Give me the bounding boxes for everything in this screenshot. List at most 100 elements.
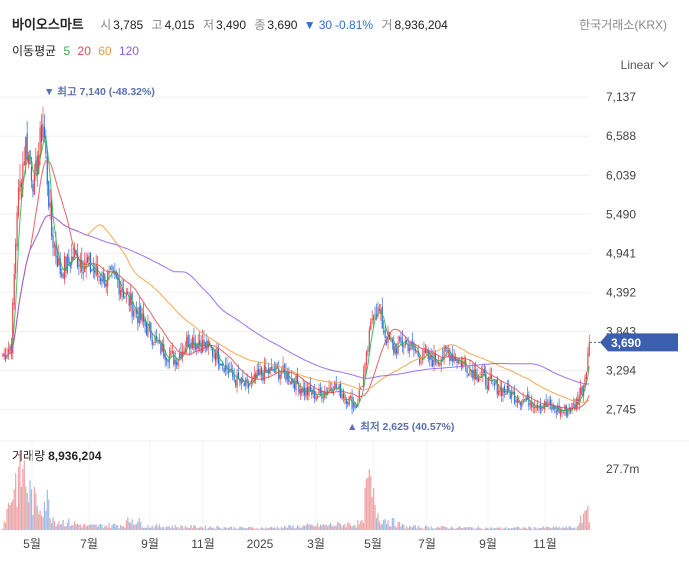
ma-5: 5 xyxy=(63,44,71,58)
candle-body xyxy=(378,309,380,312)
candle-body xyxy=(529,403,531,405)
candle-body xyxy=(345,399,347,404)
volume-bar xyxy=(135,524,138,530)
volume-bar xyxy=(463,527,465,530)
candle-body xyxy=(160,342,162,354)
candle-body xyxy=(344,397,346,400)
volume-bar xyxy=(360,521,362,530)
moving-average-legend[interactable]: 이동평균 5 20 60 120 xyxy=(12,42,143,59)
candle-body xyxy=(315,396,317,401)
candle-body xyxy=(390,338,392,341)
candle-body xyxy=(4,355,7,360)
candle-body xyxy=(7,349,10,353)
volume-bar xyxy=(246,528,248,530)
candle-body xyxy=(519,402,521,405)
volume-bar xyxy=(128,521,130,530)
candle-body xyxy=(495,380,497,384)
candle-body xyxy=(364,363,366,374)
volume-bar xyxy=(476,527,478,530)
volume-bar xyxy=(486,528,488,530)
candle-body xyxy=(155,336,158,339)
candle-body xyxy=(443,346,445,361)
volume-bar xyxy=(321,525,323,530)
candle-body xyxy=(209,342,211,346)
candle-body xyxy=(437,361,439,365)
candle-body xyxy=(184,348,186,353)
candle-body xyxy=(431,359,434,367)
volume-bar xyxy=(58,521,60,530)
volume-bar xyxy=(236,529,238,530)
scale-selector[interactable]: Linear xyxy=(621,57,669,72)
volume-bar xyxy=(525,527,527,530)
candle-body xyxy=(39,127,41,159)
open-value: 3,785 xyxy=(113,18,144,32)
volume-bar xyxy=(260,527,263,530)
volume-bar xyxy=(311,524,313,530)
volume-bar xyxy=(519,528,521,530)
candle-body xyxy=(6,355,8,359)
candle-body xyxy=(446,346,448,352)
candle-body xyxy=(88,256,90,261)
candle-body xyxy=(173,352,175,365)
volume-bar xyxy=(282,527,284,530)
candle-body xyxy=(246,378,248,383)
volume-bar xyxy=(404,528,406,530)
candle-body xyxy=(371,318,373,321)
candle-body xyxy=(158,339,161,343)
candle-body xyxy=(167,359,169,363)
volume-bar xyxy=(53,521,56,530)
volume-bar xyxy=(212,527,214,530)
volume-bar xyxy=(568,526,570,530)
volume-bar xyxy=(158,524,161,530)
volume-bar xyxy=(13,489,15,530)
volume-bar xyxy=(433,528,435,530)
candle-body xyxy=(140,306,142,320)
candle-body xyxy=(170,350,172,356)
candle-body xyxy=(414,348,416,352)
candle-body xyxy=(243,382,245,387)
volume-bar xyxy=(419,527,421,530)
volume-bar xyxy=(309,525,311,530)
candle-body xyxy=(506,385,508,395)
volume-bar xyxy=(567,528,569,530)
candle-body xyxy=(316,395,319,398)
candle-body xyxy=(578,395,580,405)
candle-body xyxy=(505,394,507,395)
candle-body xyxy=(534,407,536,409)
volume-bar xyxy=(201,527,204,530)
volume-bar xyxy=(176,527,178,530)
volume-bar xyxy=(259,528,261,530)
candle-body xyxy=(532,406,534,408)
volume-bar xyxy=(485,527,487,530)
volume-bar xyxy=(273,527,276,530)
volume-bar xyxy=(71,525,73,530)
candle-body xyxy=(9,346,11,352)
candle-body xyxy=(305,388,307,398)
volume-bar xyxy=(166,526,168,530)
volume-bar xyxy=(531,528,533,530)
volume-bar xyxy=(95,524,97,530)
volume-bar xyxy=(114,523,116,530)
candle-body xyxy=(452,354,454,362)
candle-body xyxy=(111,265,113,271)
volume-bar xyxy=(581,523,583,530)
volume-bar xyxy=(542,526,544,530)
volume-bar xyxy=(220,528,222,530)
volume-bar xyxy=(10,502,12,530)
volume-bar xyxy=(237,528,240,530)
candle-body xyxy=(26,133,28,161)
volume-bar xyxy=(30,489,33,530)
volume-bar xyxy=(125,520,127,530)
stock-name[interactable]: 바이오스마트 xyxy=(12,17,84,32)
candle-body xyxy=(292,379,294,383)
volume-bar xyxy=(565,526,567,530)
volume-bar xyxy=(203,528,205,530)
candle-body xyxy=(299,388,301,395)
volume-bar xyxy=(350,525,352,530)
candle-body xyxy=(521,402,523,407)
volume-bar xyxy=(315,525,317,530)
candle-body xyxy=(488,376,490,390)
candle-body xyxy=(314,390,316,399)
volume-bar xyxy=(154,525,156,530)
